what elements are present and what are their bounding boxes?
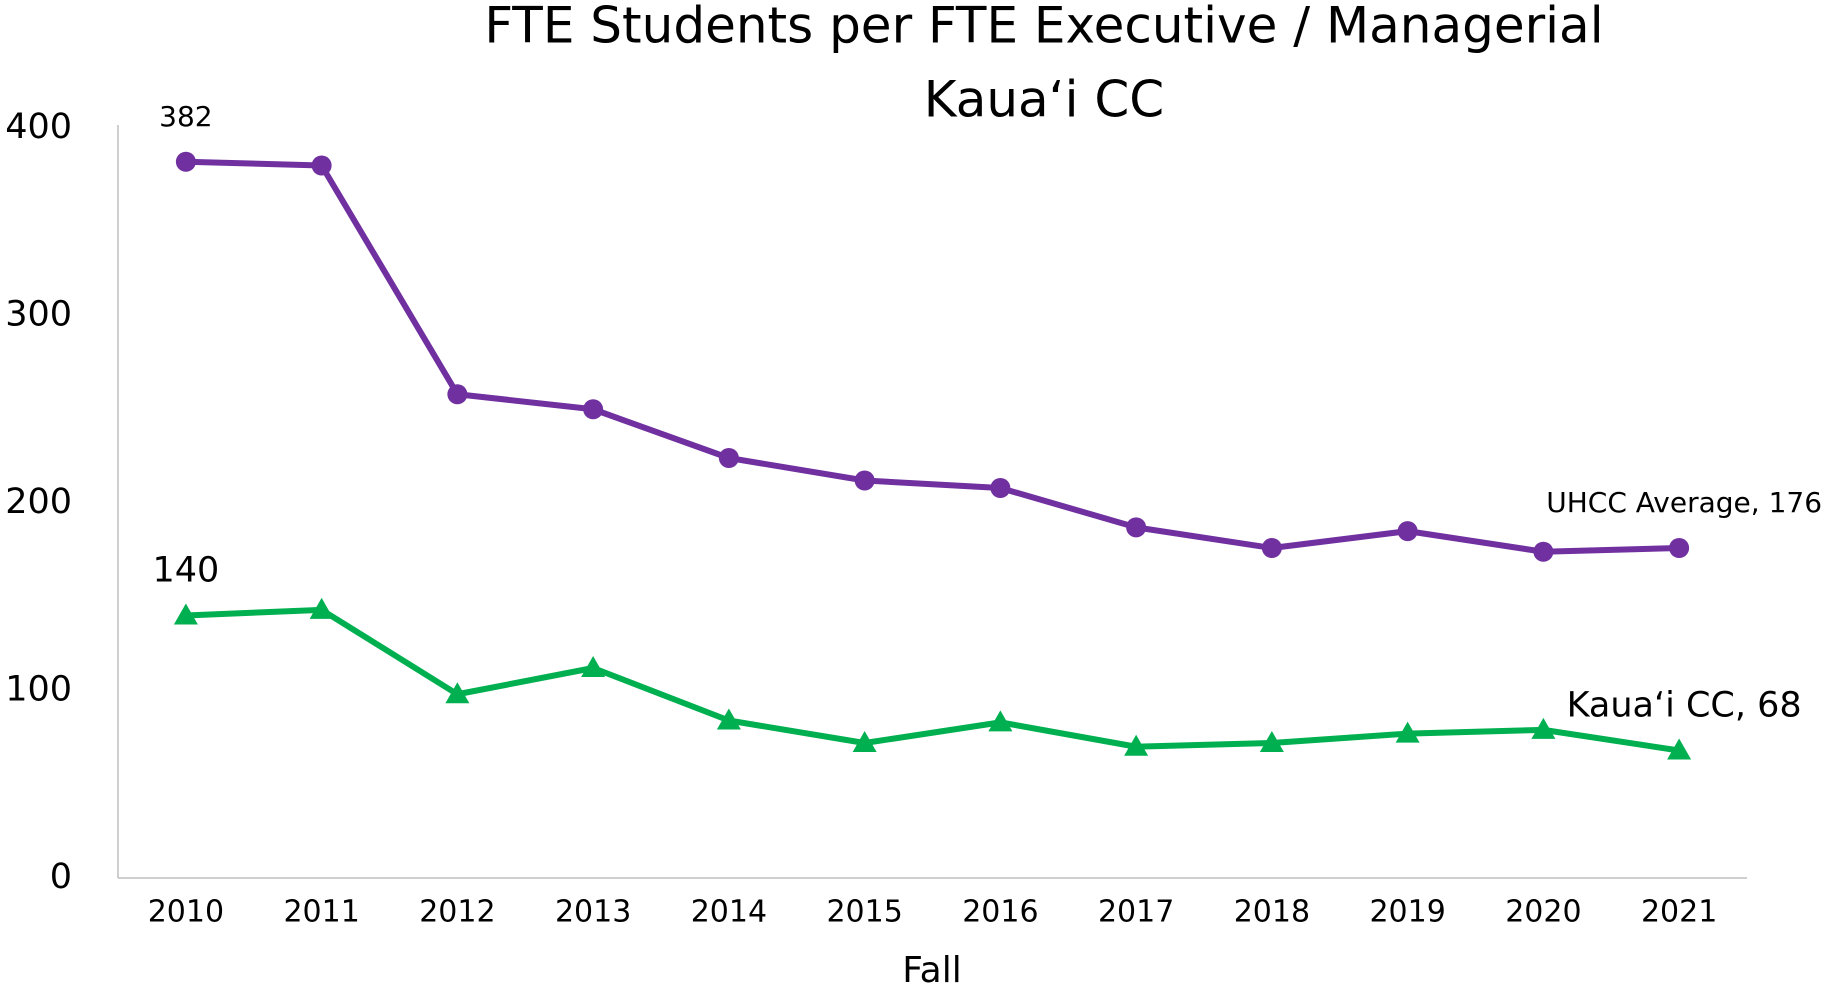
- marker: [583, 399, 604, 420]
- series-line: [185, 158, 1680, 555]
- x-tick-label: 2021: [1641, 895, 1717, 930]
- x-tick-label: 2014: [691, 895, 767, 930]
- marker: [716, 708, 741, 730]
- marker: [1126, 517, 1147, 538]
- marker: [1531, 717, 1556, 739]
- chart-subtitle: Kaua‘i CC: [924, 71, 1164, 129]
- y-tick-label: 200: [5, 482, 72, 522]
- marker: [990, 478, 1011, 498]
- marker: [173, 603, 198, 625]
- y-tick-label: 100: [5, 670, 72, 710]
- marker: [447, 384, 468, 405]
- marker: [581, 656, 606, 677]
- series-line: [185, 606, 1680, 754]
- marker: [1669, 538, 1690, 558]
- x-tick-label: 2012: [419, 895, 495, 930]
- chart-title: FTE Students per FTE Executive / Manager…: [484, 0, 1603, 55]
- marker: [854, 470, 875, 491]
- marker: [175, 151, 196, 172]
- x-tick-label: 2011: [283, 895, 359, 930]
- data-label: 140: [152, 551, 219, 591]
- x-axis-label: Fall: [902, 950, 961, 991]
- x-tick-label: 2017: [1098, 895, 1174, 930]
- data-label: 382: [159, 100, 212, 133]
- marker: [1533, 541, 1554, 562]
- marker: [309, 597, 334, 619]
- marker: [1397, 521, 1418, 542]
- x-tick-label: 2015: [826, 895, 902, 930]
- data-label: UHCC Average, 176: [1546, 486, 1822, 519]
- marker: [311, 155, 332, 176]
- x-tick-label: 2010: [148, 895, 224, 930]
- x-tick-label: 2016: [962, 895, 1038, 930]
- data-label: Kaua‘i CC, 68: [1567, 686, 1802, 726]
- marker: [1667, 738, 1692, 760]
- y-tick-label: 0: [50, 857, 72, 897]
- marker: [1259, 731, 1284, 752]
- marker: [445, 682, 470, 704]
- x-tick-label: 2019: [1369, 895, 1445, 930]
- marker: [718, 448, 739, 468]
- x-tick-label: 2013: [555, 895, 631, 930]
- y-tick-label: 400: [5, 107, 72, 147]
- marker: [1395, 721, 1420, 743]
- x-tick-label: 2020: [1505, 895, 1581, 930]
- marker: [988, 710, 1013, 732]
- marker: [1124, 734, 1149, 756]
- marker: [852, 731, 877, 752]
- x-tick-label: 2018: [1234, 895, 1310, 930]
- marker: [1261, 538, 1282, 558]
- y-tick-label: 300: [5, 295, 72, 335]
